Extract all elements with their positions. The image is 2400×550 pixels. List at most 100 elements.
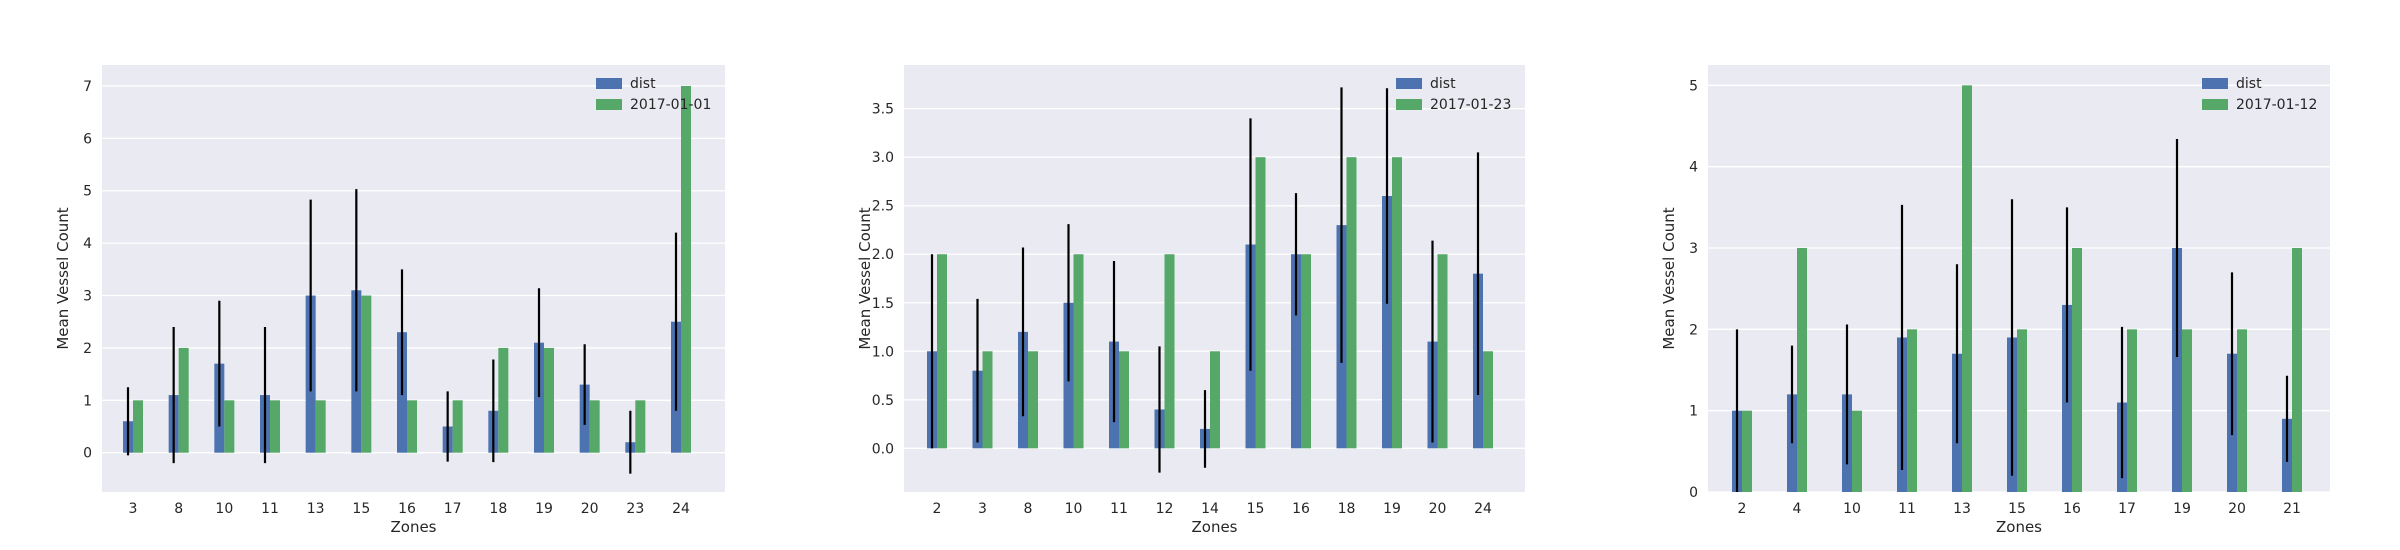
bar-date-13: [315, 400, 326, 453]
chart-panel-2: 0.0 0.5 1.0 1.5 2.0 2.5 3.0 3.5 2 3 8 10 11 12 14 15 16 1…: [856, 65, 1525, 536]
legend-label-date: 2017-01-01: [630, 97, 711, 113]
legend-swatch-dist: [2202, 78, 2228, 89]
bar-dist-16: [1291, 254, 1301, 449]
x-tick-label: 4: [1793, 501, 1802, 517]
legend: dist 2017-01-12: [2202, 76, 2317, 113]
y-tick-label: 0.5: [872, 393, 894, 409]
y-tick-label: 2.0: [872, 247, 894, 263]
x-tick-label: 11: [261, 501, 279, 517]
y-tick-label: 2.5: [872, 199, 894, 215]
y-tick-label: 5: [1689, 78, 1698, 94]
x-tick-label: 11: [1110, 501, 1128, 517]
bar-date-11: [270, 400, 280, 453]
y-tick-label: 1.0: [872, 344, 894, 360]
x-tick-label: 15: [352, 501, 370, 517]
y-tick-label: 1: [83, 393, 92, 409]
x-axis-label: Zones: [390, 518, 436, 536]
x-tick-label: 20: [581, 501, 599, 517]
bar-date-3: [133, 400, 143, 453]
x-tick-label: 24: [1474, 501, 1492, 517]
y-tick-label: 0.0: [872, 441, 894, 457]
bar-date-17: [2127, 329, 2137, 492]
x-tick-label: 20: [1429, 501, 1447, 517]
bar-date-18: [498, 347, 509, 453]
y-tick-label: 2: [1689, 322, 1698, 338]
bar-dist-19: [534, 342, 544, 453]
bar-date-8: [178, 347, 189, 453]
bar-date-21: [2292, 248, 2302, 492]
x-tick-label: 20: [2228, 501, 2246, 517]
bar-date-19: [544, 347, 554, 453]
bar-date-19: [1392, 157, 1402, 449]
y-tick-label: 2: [83, 341, 92, 357]
legend: dist 2017-01-01: [596, 76, 711, 113]
y-tick-label: 0: [1689, 485, 1698, 501]
x-tick-label: 8: [174, 501, 183, 517]
legend-label-date: 2017-01-12: [2236, 97, 2317, 113]
bar-date-11: [1119, 351, 1129, 449]
x-axis-label: Zones: [1191, 518, 1237, 536]
bar-date-15: [361, 295, 372, 453]
x-tick-label: 19: [1383, 501, 1401, 517]
bar-date-16: [2072, 248, 2082, 492]
legend-label-dist: dist: [1430, 76, 1456, 92]
x-tick-label: 12: [1156, 501, 1174, 517]
bar-date-16: [407, 400, 417, 453]
x-tick-label: 19: [535, 501, 553, 517]
y-tick-label: 0: [83, 446, 92, 462]
y-tick-label: 6: [83, 131, 92, 147]
bar-date-17: [452, 400, 463, 453]
bar-date-11: [1907, 329, 1917, 492]
y-tick-label: 5: [83, 184, 92, 200]
bar-dist-19: [2172, 248, 2182, 492]
x-tick-label: 17: [444, 501, 462, 517]
bar-date-10: [224, 400, 235, 453]
bar-date-13: [1962, 85, 1972, 492]
bar-date-8: [1028, 351, 1038, 449]
x-tick-label: 23: [626, 501, 644, 517]
x-tick-label: 16: [398, 501, 416, 517]
x-tick-label: 18: [489, 501, 507, 517]
legend-swatch-date: [596, 99, 622, 110]
y-axis-label: Mean Vessel Count: [54, 207, 72, 349]
legend-swatch-dist: [596, 78, 622, 89]
bar-date-10: [1852, 410, 1862, 492]
bar-date-3: [982, 351, 993, 449]
legend-swatch-date: [2202, 99, 2228, 110]
y-tick-label: 3.0: [872, 150, 894, 166]
y-tick-label: 3: [83, 289, 92, 305]
x-tick-label: 10: [1843, 501, 1861, 517]
x-tick-label: 17: [2118, 501, 2136, 517]
x-tick-label: 14: [1201, 501, 1219, 517]
x-tick-label: 13: [307, 501, 325, 517]
bar-date-15: [2017, 329, 2027, 492]
bar-date-12: [1164, 254, 1175, 449]
y-tick-label: 3: [1689, 241, 1698, 257]
bar-date-19: [2182, 329, 2192, 492]
legend: dist 2017-01-23: [1396, 76, 1511, 113]
x-tick-label: 21: [2283, 501, 2301, 517]
x-tick-label: 3: [129, 501, 138, 517]
x-tick-label: 3: [978, 501, 987, 517]
bar-date-24: [681, 85, 691, 453]
x-tick-label: 19: [2173, 501, 2191, 517]
x-tick-label: 15: [2008, 501, 2026, 517]
y-axis-label: Mean Vessel Count: [856, 207, 874, 349]
bar-dist-19: [1382, 196, 1392, 449]
x-axis-label: Zones: [1996, 518, 2042, 536]
bar-date-2: [937, 254, 947, 449]
x-tick-label: 2: [1738, 501, 1747, 517]
x-tick-label: 2: [933, 501, 942, 517]
y-tick-label: 4: [83, 236, 92, 252]
x-tick-label: 15: [1247, 501, 1265, 517]
bar-date-16: [1301, 254, 1311, 449]
x-tick-label: 10: [1065, 501, 1083, 517]
bar-date-20: [589, 400, 600, 453]
y-axis-label: Mean Vessel Count: [1660, 207, 1678, 349]
bar-date-15: [1255, 157, 1266, 449]
y-tick-label: 3.5: [872, 102, 894, 118]
x-tick-label: 16: [1292, 501, 1310, 517]
bar-date-10: [1073, 254, 1084, 449]
x-tick-label: 10: [215, 501, 233, 517]
